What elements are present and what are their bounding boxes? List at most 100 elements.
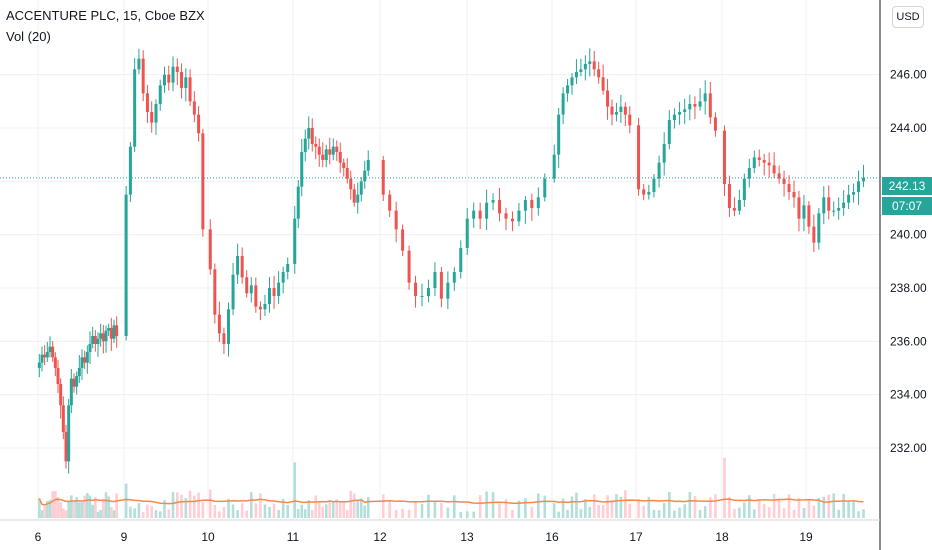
volume-bar — [363, 505, 367, 518]
volume-bar — [175, 492, 179, 518]
volume-bar — [99, 510, 102, 518]
volume-bar — [300, 504, 304, 518]
volume-bar — [314, 495, 318, 518]
candle-body — [124, 194, 128, 336]
candle-body — [217, 314, 221, 334]
candle-body — [158, 85, 162, 104]
volume-bar — [511, 509, 514, 518]
volume-bar — [240, 503, 244, 518]
symbol-legend[interactable]: ACCENTURE PLC, 15, Cboe BZX — [6, 8, 205, 23]
candle-body — [154, 104, 158, 123]
candle-body — [708, 93, 712, 118]
volume-bar — [51, 491, 54, 518]
candle-body — [99, 333, 103, 339]
candle-body — [792, 192, 796, 198]
candle-body — [433, 272, 437, 288]
volume-bar — [38, 498, 41, 518]
volume-bar — [43, 505, 46, 518]
volume-bar — [738, 507, 741, 518]
volume-bar — [281, 499, 285, 518]
volume-bar — [263, 504, 267, 518]
volume-bar — [208, 489, 212, 518]
volume-bar — [728, 497, 731, 518]
volume-bar — [184, 498, 188, 518]
volume-bar — [561, 498, 565, 518]
candle-body — [807, 205, 811, 227]
x-tick-label: 12 — [373, 530, 387, 544]
volume-bar — [592, 494, 596, 518]
candle-body — [277, 282, 281, 296]
candle-body — [53, 357, 57, 368]
volume-bar — [709, 497, 712, 518]
candle-body — [61, 405, 65, 432]
volume-bar — [575, 492, 578, 518]
volume-bar — [703, 506, 707, 518]
candle-body — [96, 338, 100, 344]
volume-bar — [498, 503, 501, 518]
volume-bar — [453, 495, 456, 518]
volume-bar — [303, 509, 307, 518]
candle-body — [510, 218, 514, 222]
candle-body — [812, 226, 816, 243]
volume-bar — [807, 499, 811, 518]
candle-body — [606, 90, 610, 107]
candle-body — [300, 152, 304, 187]
volume-bar — [107, 496, 110, 518]
volume-legend[interactable]: Vol (20) — [6, 29, 51, 44]
candle-body — [465, 218, 469, 248]
volume-bar — [832, 493, 836, 518]
volume-bar — [802, 507, 806, 518]
candle-body — [180, 72, 184, 88]
candle-body — [517, 210, 521, 222]
candle-body — [59, 384, 63, 406]
volume-bar — [606, 495, 609, 518]
countdown-badge: 07:07 — [882, 197, 932, 215]
candle-body — [352, 189, 356, 203]
y-tick-label: 238.00 — [890, 281, 927, 295]
volume-bar — [345, 510, 349, 518]
candle-body — [543, 178, 547, 198]
candle-body — [128, 146, 132, 195]
volume-bar — [407, 509, 411, 518]
volume-bar — [328, 500, 332, 518]
volume-bar — [440, 502, 443, 518]
candle-body — [561, 93, 565, 115]
currency-button[interactable]: USD — [892, 6, 924, 28]
candle-body — [240, 256, 244, 278]
volume-bar — [218, 511, 221, 518]
volume-bar — [827, 494, 831, 518]
candle-body — [472, 210, 476, 219]
candle-body — [732, 208, 736, 211]
volume-bar — [54, 490, 57, 518]
volume-bar — [792, 509, 796, 518]
volume-bar — [124, 483, 128, 518]
volume-bar — [837, 509, 840, 518]
volume-bar — [588, 506, 592, 518]
candle-body — [342, 162, 346, 168]
candle-body — [713, 117, 717, 131]
volume-bar — [530, 506, 534, 518]
volume-bar — [236, 510, 239, 518]
x-tick-label: 19 — [799, 530, 813, 544]
candle-body — [109, 328, 113, 339]
volume-bar — [427, 494, 430, 518]
volume-bar — [80, 502, 84, 518]
volume-bar — [797, 497, 801, 518]
candle-body — [381, 160, 385, 195]
volume-bar — [852, 501, 855, 518]
volume-bar — [163, 500, 166, 518]
candle-body — [619, 106, 623, 112]
candle-body — [672, 114, 676, 120]
candle-body — [597, 69, 601, 78]
volume-bar — [102, 499, 105, 518]
candle-body — [574, 72, 578, 78]
volume-bar — [62, 508, 65, 518]
volume-bar — [647, 496, 651, 518]
volume-bar — [579, 509, 583, 518]
volume-bar — [342, 501, 346, 518]
candle-body — [657, 162, 661, 179]
volume-bar — [293, 462, 297, 518]
volume-bar — [349, 490, 353, 518]
candle-body — [772, 165, 776, 174]
